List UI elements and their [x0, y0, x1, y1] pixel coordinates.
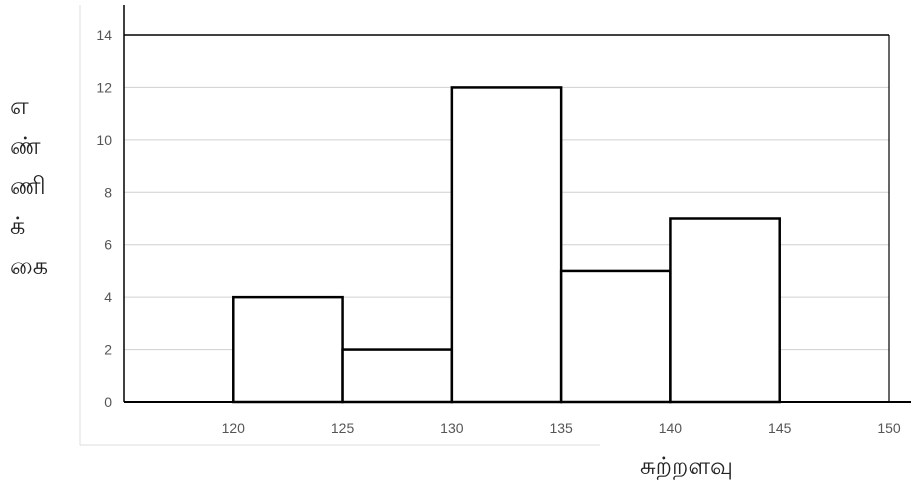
y-tick-0: 0 — [104, 394, 112, 410]
x-tick-125: 125 — [331, 420, 355, 436]
bar-120-125 — [232, 295, 344, 404]
histogram-bars — [232, 86, 781, 404]
y-tick-14: 14 — [96, 27, 112, 43]
y-label-char: கை — [10, 252, 49, 280]
y-label-char: எ — [10, 92, 29, 120]
x-axis-label: சுற்றளவு — [640, 452, 733, 480]
x-tick-140: 140 — [659, 420, 683, 436]
y-label-char: ணி — [10, 172, 46, 200]
y-tick-8: 8 — [104, 184, 112, 200]
y-tick-10: 10 — [96, 132, 112, 148]
y-tick-2: 2 — [104, 342, 112, 358]
x-tick-135: 135 — [549, 420, 573, 436]
y-label-char: க் — [10, 212, 26, 240]
y-tick-6: 6 — [104, 237, 112, 253]
bar-135-140 — [559, 269, 672, 404]
x-tick-150: 150 — [877, 420, 901, 436]
x-tick-labels: 120 125 130 135 140 145 150 — [222, 420, 901, 436]
bar-140-145 — [669, 217, 781, 404]
bar-130-135 — [450, 86, 563, 404]
bar-125-130 — [341, 348, 454, 404]
y-tick-labels: 0 2 4 6 8 10 12 14 — [96, 27, 112, 410]
y-label-char: ண் — [10, 132, 41, 160]
x-tick-130: 130 — [440, 420, 464, 436]
y-tick-4: 4 — [104, 289, 112, 305]
y-tick-12: 12 — [96, 79, 112, 95]
x-tick-145: 145 — [768, 420, 792, 436]
x-tick-120: 120 — [222, 420, 246, 436]
